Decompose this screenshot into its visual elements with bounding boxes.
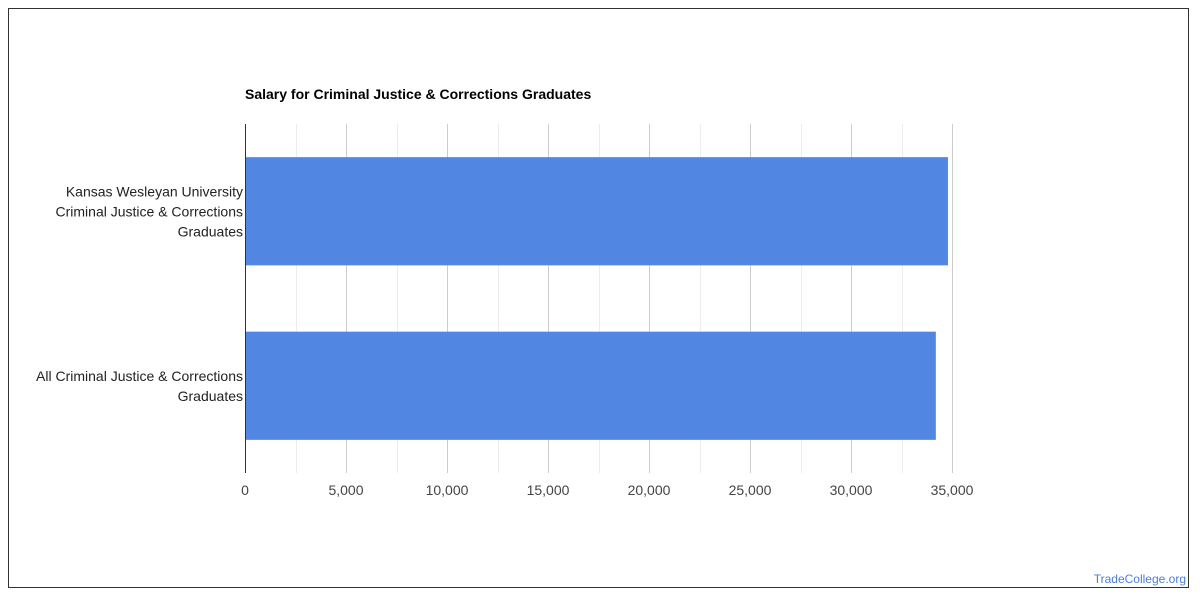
x-tick-labels: 0 5,000 10,000 15,000 20,000 25,000 30,000 35,0… (241, 482, 974, 498)
x-tick-label: 35,000 (931, 482, 974, 498)
watermark[interactable]: TradeCollege.org (1093, 572, 1186, 586)
category-label: All Criminal Justice & Corrections Gradua… (36, 368, 243, 404)
x-tick-label: 10,000 (426, 482, 469, 498)
bar[interactable] (245, 157, 948, 266)
x-tick-label: 20,000 (628, 482, 671, 498)
x-tick-label: 25,000 (729, 482, 772, 498)
bars (245, 157, 948, 440)
x-tick-label: 30,000 (830, 482, 873, 498)
category-label: Kansas Wesleyan University Criminal Justi… (56, 183, 244, 239)
chart-title: Salary for Criminal Justice & Correction… (245, 86, 591, 102)
chart-frame (8, 8, 1189, 588)
x-tick-label: 0 (241, 482, 249, 498)
x-tick-label: 15,000 (527, 482, 570, 498)
x-tick-label: 5,000 (328, 482, 363, 498)
bar[interactable] (245, 331, 936, 440)
category-labels: Kansas Wesleyan University Criminal Justi… (36, 183, 243, 404)
